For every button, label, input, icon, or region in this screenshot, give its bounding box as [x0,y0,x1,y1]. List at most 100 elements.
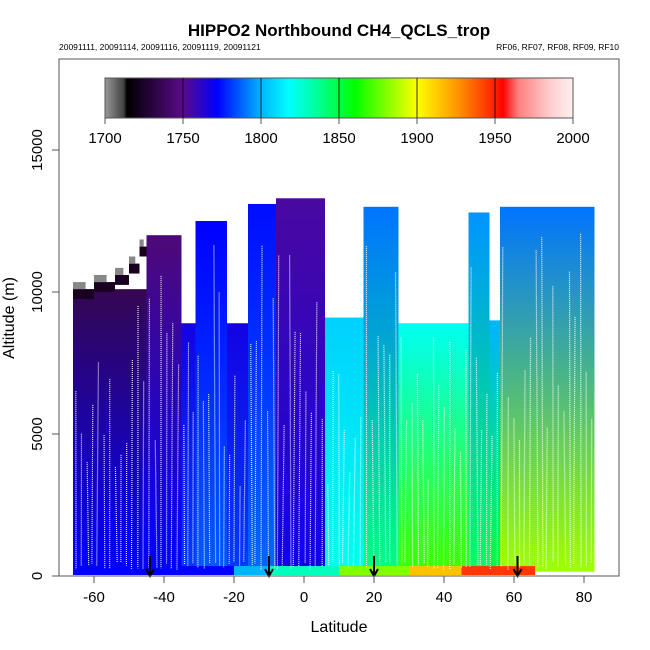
flight-profile [541,237,544,567]
flight-profile [250,343,253,566]
flight-profile [400,337,403,564]
flight-profile [103,435,106,569]
flight-profile [309,412,312,571]
curtain-cell [94,282,115,292]
curtain-cell [468,212,490,572]
x-tick-label: -60 [83,589,105,606]
flight-profile [377,336,381,565]
flight-profile [411,403,414,567]
curtain-cell [146,235,182,572]
flight-profile [187,342,190,567]
curtain-cell [94,274,107,283]
flight-profile [500,247,504,567]
colorbar: 1700 1750 1800 1850 1900 1950 2000 [88,77,590,147]
curtain-cell [489,320,500,572]
chart-title: HIPPO2 Northbound CH4_QCLS_trop [188,21,490,40]
flight-profile [341,429,345,563]
flight-profile [304,391,307,564]
y-tick-label: 10000 [29,271,46,313]
colorbar-tick-label: 1750 [166,130,199,147]
curtain-cell [139,246,147,257]
flight-profile [86,462,90,566]
flight-profile [223,446,225,568]
flight-profile [426,479,429,567]
flight-profile [545,427,548,570]
surface-band-cell [269,566,339,575]
curtain-cell [139,239,144,247]
x-tick-label: 80 [576,589,593,606]
flight-profile [416,373,420,567]
surface-band-cell [234,566,269,575]
flight-profile [383,345,387,563]
surface-band-cell [409,566,462,575]
curtain-cell [73,282,86,290]
flight-profile [523,370,526,565]
flight-profile [272,298,276,569]
x-axis: -60 -40 -20 0 20 40 60 80 [83,575,593,606]
subtitle-flights: RF06, RF07, RF08, RF09, RF10 [496,42,619,52]
flight-profile [142,381,145,570]
flight-profile [436,384,440,569]
flight-profile [281,425,285,566]
x-tick-label: -20 [223,589,245,606]
flight-profile [535,250,539,568]
colorbar-tick-label: 1850 [322,130,355,147]
flight-profile [479,430,483,567]
flight-profile [213,245,217,563]
flight-profile [347,472,351,569]
x-tick-label: 40 [436,589,453,606]
curtain-cell [129,256,136,264]
flight-profile [176,364,180,570]
flight-profile [394,272,398,566]
x-tick-label: 20 [366,589,383,606]
flight-profile [208,394,211,564]
flight-profile [513,418,516,564]
flight-profile [338,374,340,569]
colorbar-tick-label: 1700 [88,130,121,147]
flight-profile [292,331,296,568]
curtain-cell [500,206,595,572]
flight-profile [267,411,270,565]
y-axis: 0 5000 10000 15000 [29,129,59,580]
x-tick-label: 60 [506,589,523,606]
flight-profile [91,404,94,564]
flight-profile [148,298,151,568]
flight-profile [475,357,479,566]
flight-profile [130,359,133,569]
flight-profile [404,420,408,563]
curtain-plot [73,198,595,575]
flight-profile [170,323,174,569]
flight-profile [154,440,158,569]
flight-profile [459,452,462,568]
colorbar-tick-label: 1950 [478,130,511,147]
x-tick-label: -40 [153,589,175,606]
flight-profile [432,337,435,570]
y-tick-label: 5000 [29,417,46,450]
colorbar-tick-label: 1800 [244,130,277,147]
curtain-cell [195,221,227,572]
y-axis-label: Altitude (m) [1,277,18,359]
curtain-cell [115,267,124,275]
flight-profile [314,302,318,567]
x-tick-label: 0 [300,589,308,606]
curtain-cell [73,289,147,572]
flight-profile [243,420,246,562]
flight-profile [557,385,559,568]
x-axis-label: Latitude [311,619,368,636]
flight-profile [568,271,571,568]
flight-profile [371,420,375,565]
flight-profile [276,255,280,571]
flight-profile [563,411,567,566]
flight-profile [453,428,456,565]
flight-profile [218,292,221,566]
flight-profile [489,435,493,570]
surface-band-cell [461,566,535,575]
curtain-cell [129,263,140,274]
flight-profile [183,425,186,565]
y-tick-label: 15000 [29,129,46,171]
colorbar-tick-label: 1900 [400,130,433,147]
flight-profiles [75,233,593,571]
flight-profile [327,484,330,567]
flight-profile [289,255,292,570]
